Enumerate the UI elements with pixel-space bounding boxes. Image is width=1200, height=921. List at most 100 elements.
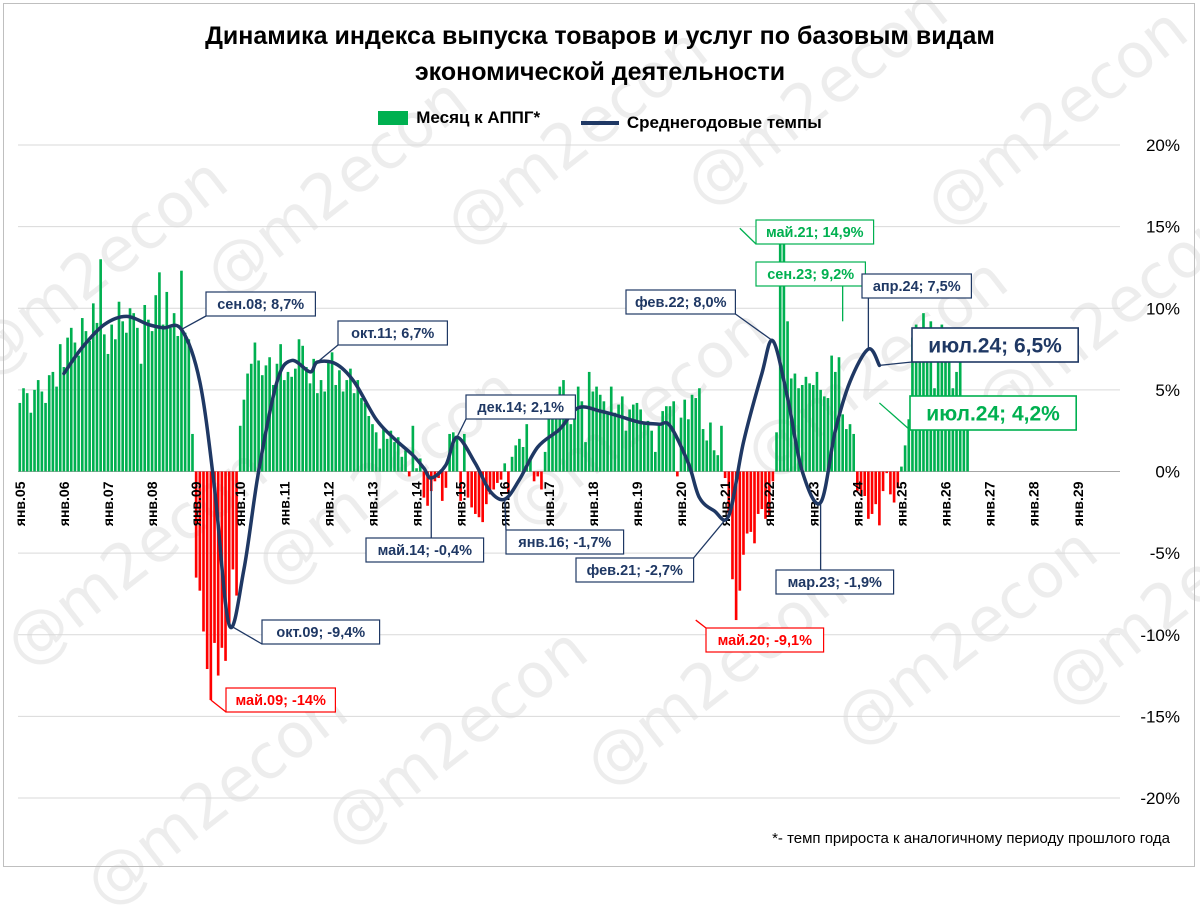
bar [595, 386, 598, 472]
bar [257, 360, 260, 472]
bar [106, 353, 110, 472]
bar [654, 451, 657, 472]
bar [536, 471, 540, 477]
callout-box [261, 619, 381, 645]
bar [55, 386, 58, 472]
bar [815, 371, 819, 472]
bar [606, 412, 609, 472]
callout-box [225, 687, 337, 713]
bar [808, 383, 811, 472]
bar [889, 471, 892, 495]
bar [117, 301, 121, 472]
bar [330, 352, 334, 472]
x-tick-label: янв.11 [276, 481, 292, 525]
bar [525, 424, 529, 472]
bar [191, 433, 194, 472]
callout-label: дек.14; 2,1% [477, 400, 564, 416]
bar [767, 471, 771, 516]
y-tick-label: -15% [1140, 707, 1180, 726]
bar [698, 388, 701, 472]
bar [646, 420, 650, 472]
bar [565, 409, 569, 472]
bar [205, 471, 209, 670]
bar [121, 321, 125, 472]
bar [407, 471, 411, 477]
bar [852, 433, 855, 472]
callout-box [337, 320, 449, 346]
bar [183, 332, 187, 472]
bar [580, 401, 584, 472]
bar [393, 442, 396, 472]
legend-bar-label: Месяц к АППГ* [416, 108, 541, 127]
bar [822, 396, 826, 472]
bar [819, 389, 822, 472]
bar [499, 471, 503, 480]
bar [360, 398, 363, 472]
bar [617, 404, 620, 472]
x-tick-label: янв.10 [232, 481, 248, 526]
bar [279, 344, 282, 472]
bar [385, 438, 389, 472]
bar [58, 344, 62, 472]
bar [760, 471, 764, 510]
y-tick-label: 15% [1146, 218, 1180, 237]
bar [323, 391, 327, 472]
bar [150, 331, 154, 472]
bar [635, 402, 639, 472]
bar [496, 471, 499, 483]
bar [676, 471, 679, 477]
bar [459, 471, 462, 501]
bar [136, 327, 139, 472]
bar [374, 432, 378, 472]
bar [165, 291, 169, 472]
legend-item-bars: Месяц к АППГ* [378, 108, 540, 128]
bar [665, 406, 668, 472]
bar [271, 384, 275, 472]
bar [172, 313, 176, 472]
bar [841, 414, 844, 472]
bar [110, 324, 113, 472]
bar [892, 471, 896, 503]
bar [18, 402, 22, 472]
bar [378, 448, 382, 472]
bar [672, 401, 676, 472]
bar [576, 386, 580, 472]
bar [874, 471, 878, 505]
bar [396, 437, 400, 472]
bar [25, 393, 29, 472]
bar [488, 471, 492, 495]
average-line [62, 314, 882, 630]
callout-box [575, 557, 695, 583]
bar [371, 424, 374, 472]
x-tick-label: янв.14 [409, 481, 425, 526]
callout-leader [228, 624, 263, 645]
bar [66, 337, 69, 472]
bar [716, 455, 720, 472]
bar [521, 447, 525, 472]
bar [896, 471, 900, 488]
bar [870, 471, 874, 514]
bar [209, 471, 213, 701]
bar [176, 336, 180, 472]
callout-box [205, 291, 317, 317]
x-tick-label: янв.18 [585, 481, 601, 526]
chart-legend: Месяц к АППГ* Среднегодовые темпы [0, 108, 1200, 133]
bar [551, 412, 554, 472]
bar [793, 373, 797, 472]
bar [462, 433, 466, 472]
x-tick-label: янв.28 [1026, 481, 1042, 526]
bar [628, 409, 631, 472]
bar [749, 471, 753, 532]
bar [782, 228, 786, 472]
bar [694, 398, 698, 472]
y-tick-label: -20% [1140, 789, 1180, 808]
bar [216, 471, 220, 676]
bar [848, 424, 852, 472]
bar [341, 391, 345, 472]
bar [227, 471, 231, 624]
bar [246, 373, 249, 472]
callout-leader [693, 515, 730, 559]
callout-label: фев.21; -2,7% [587, 563, 683, 579]
bar [529, 460, 532, 472]
x-tick-label: янв.12 [320, 481, 336, 526]
